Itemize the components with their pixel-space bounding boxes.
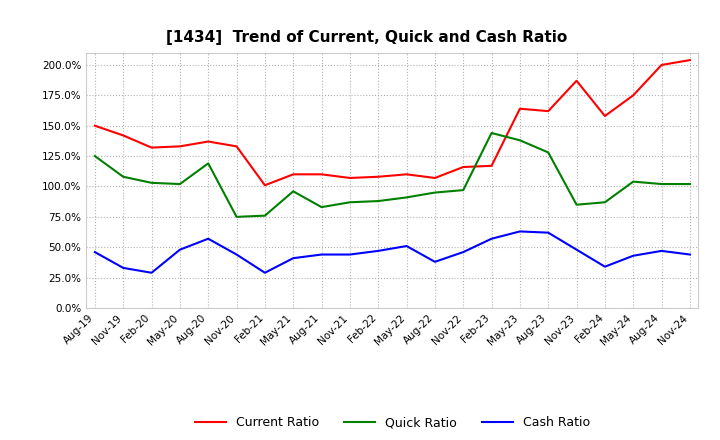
Line: Quick Ratio: Quick Ratio bbox=[95, 133, 690, 217]
Current Ratio bbox=[459, 165, 467, 170]
Quick Ratio bbox=[91, 154, 99, 159]
Quick Ratio bbox=[431, 190, 439, 195]
Quick Ratio bbox=[289, 189, 297, 194]
Quick Ratio bbox=[516, 138, 524, 143]
Cash Ratio bbox=[629, 253, 637, 258]
Quick Ratio bbox=[148, 180, 156, 186]
Cash Ratio bbox=[91, 249, 99, 255]
Quick Ratio bbox=[685, 181, 694, 187]
Current Ratio bbox=[431, 175, 439, 180]
Quick Ratio bbox=[261, 213, 269, 218]
Cash Ratio bbox=[600, 264, 609, 269]
Current Ratio bbox=[629, 93, 637, 98]
Quick Ratio bbox=[318, 205, 326, 210]
Current Ratio bbox=[657, 62, 666, 68]
Cash Ratio bbox=[289, 256, 297, 261]
Cash Ratio bbox=[374, 248, 382, 253]
Quick Ratio bbox=[657, 181, 666, 187]
Quick Ratio bbox=[346, 200, 354, 205]
Current Ratio bbox=[346, 175, 354, 180]
Cash Ratio bbox=[487, 236, 496, 242]
Cash Ratio bbox=[516, 229, 524, 234]
Current Ratio bbox=[516, 106, 524, 111]
Current Ratio bbox=[487, 163, 496, 169]
Current Ratio bbox=[176, 144, 184, 149]
Quick Ratio bbox=[629, 179, 637, 184]
Quick Ratio bbox=[204, 161, 212, 166]
Current Ratio bbox=[318, 172, 326, 177]
Cash Ratio bbox=[318, 252, 326, 257]
Quick Ratio bbox=[176, 181, 184, 187]
Current Ratio bbox=[261, 183, 269, 188]
Cash Ratio bbox=[685, 252, 694, 257]
Cash Ratio bbox=[233, 252, 241, 257]
Quick Ratio bbox=[374, 198, 382, 204]
Quick Ratio bbox=[487, 130, 496, 136]
Quick Ratio bbox=[233, 214, 241, 220]
Current Ratio bbox=[233, 144, 241, 149]
Line: Cash Ratio: Cash Ratio bbox=[95, 231, 690, 273]
Cash Ratio bbox=[204, 236, 212, 242]
Quick Ratio bbox=[572, 202, 581, 207]
Cash Ratio bbox=[459, 249, 467, 255]
Quick Ratio bbox=[119, 174, 127, 180]
Cash Ratio bbox=[572, 247, 581, 252]
Cash Ratio bbox=[119, 265, 127, 271]
Current Ratio bbox=[572, 78, 581, 84]
Cash Ratio bbox=[402, 243, 411, 249]
Current Ratio bbox=[91, 123, 99, 128]
Text: [1434]  Trend of Current, Quick and Cash Ratio: [1434] Trend of Current, Quick and Cash … bbox=[166, 29, 567, 45]
Quick Ratio bbox=[459, 187, 467, 193]
Quick Ratio bbox=[544, 150, 552, 155]
Current Ratio bbox=[402, 172, 411, 177]
Cash Ratio bbox=[148, 270, 156, 275]
Cash Ratio bbox=[431, 259, 439, 264]
Cash Ratio bbox=[176, 247, 184, 252]
Current Ratio bbox=[600, 114, 609, 119]
Current Ratio bbox=[148, 145, 156, 150]
Cash Ratio bbox=[261, 270, 269, 275]
Quick Ratio bbox=[402, 195, 411, 200]
Cash Ratio bbox=[346, 252, 354, 257]
Current Ratio bbox=[204, 139, 212, 144]
Current Ratio bbox=[374, 174, 382, 180]
Current Ratio bbox=[544, 109, 552, 114]
Cash Ratio bbox=[544, 230, 552, 235]
Current Ratio bbox=[289, 172, 297, 177]
Current Ratio bbox=[685, 58, 694, 63]
Legend: Current Ratio, Quick Ratio, Cash Ratio: Current Ratio, Quick Ratio, Cash Ratio bbox=[189, 411, 595, 434]
Current Ratio bbox=[119, 133, 127, 138]
Cash Ratio bbox=[657, 248, 666, 253]
Line: Current Ratio: Current Ratio bbox=[95, 60, 690, 185]
Quick Ratio bbox=[600, 200, 609, 205]
